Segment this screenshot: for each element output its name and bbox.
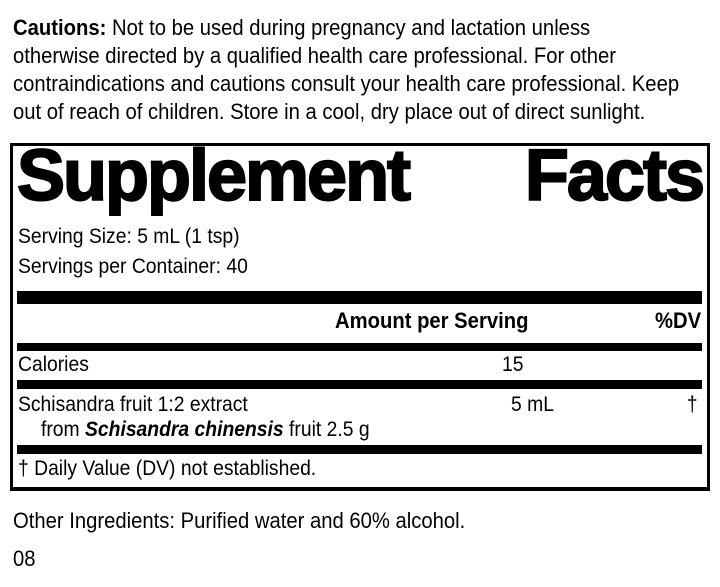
servings-per-container-text: Servings per Container: 40	[18, 255, 248, 278]
cautions-line-1: Cautions: Not to be used during pregnanc…	[13, 14, 590, 42]
cautions-line-2: otherwise directed by a qualified health…	[13, 43, 617, 68]
column-header-amount: Amount per Serving	[335, 308, 529, 333]
calories-amount: 15	[502, 353, 524, 376]
servings-per-container-line: Servings per Container: 40	[18, 255, 268, 279]
source-species-latin-name: Schisandra chinensis	[85, 418, 284, 441]
divider-below-header	[17, 343, 702, 351]
dv-footnote: † Daily Value (DV) not established.	[18, 457, 317, 480]
cautions-line-4: out of reach of children. Store in a coo…	[13, 99, 646, 124]
cautions-paragraph: Cautions: Not to be used during pregnanc…	[13, 14, 720, 126]
item-number: 08	[13, 546, 36, 571]
serving-size-text: Serving Size: 5 mL (1 tsp)	[18, 225, 240, 248]
ingredient-name: Schisandra fruit 1:2 extract	[18, 393, 248, 416]
other-ingredients-line: Other Ingredients: Purified water and 60…	[13, 508, 466, 533]
ingredient-source-line: from Schisandra chinensis fruit 2.5 g	[41, 418, 398, 442]
panel-title-word-supplement: Supplement	[16, 136, 412, 216]
panel-title: Supplement Facts	[16, 136, 706, 216]
supplement-facts-panel: Supplement Facts Serving Size: 5 mL (1 t…	[10, 136, 710, 491]
ingredient-amount: 5 mL	[511, 393, 554, 416]
ingredient-dv-dagger: †	[687, 393, 698, 416]
divider-thick-top	[17, 291, 702, 304]
cautions-label: Cautions:	[13, 15, 107, 40]
divider-below-calories	[17, 380, 702, 389]
divider-above-footnote	[17, 445, 702, 454]
source-suffix: fruit 2.5 g	[289, 418, 370, 441]
cautions-line-1-text: Not to be used during pregnancy and lact…	[111, 15, 591, 40]
calories-label: Calories	[18, 353, 89, 376]
source-prefix: from	[41, 418, 80, 441]
serving-size-line: Serving Size: 5 mL (1 tsp)	[18, 225, 259, 249]
column-header-row: Amount per Serving %DV	[13, 308, 707, 334]
column-header-dv: %DV	[654, 308, 701, 333]
panel-title-word-facts: Facts	[524, 136, 706, 216]
cautions-line-3: contraindications and cautions consult y…	[13, 71, 680, 96]
